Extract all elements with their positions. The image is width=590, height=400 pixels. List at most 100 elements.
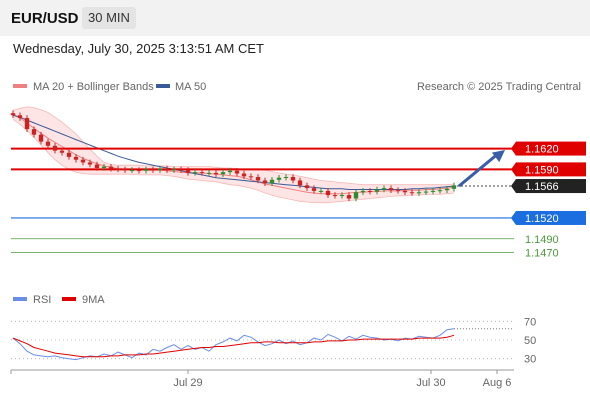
rsi-line — [12, 328, 455, 361]
candle-body — [73, 156, 79, 160]
candle-body — [360, 190, 366, 193]
candle-body — [136, 170, 142, 172]
candle-body — [451, 185, 457, 189]
candle-body — [304, 185, 310, 189]
candle-body — [332, 195, 338, 197]
candle-body — [416, 192, 422, 194]
timeframe-button[interactable]: 30 MIN — [82, 7, 136, 29]
candle-body — [10, 113, 16, 116]
rsi-ma-legend-swatch — [62, 297, 76, 301]
rsi-gridlines — [11, 320, 514, 360]
rsi-legend-swatch — [13, 297, 27, 301]
candle-body — [395, 190, 401, 192]
forecast-arrow — [458, 151, 500, 188]
level-label-pointer — [511, 162, 516, 177]
candle-body — [255, 177, 261, 181]
candle-body — [220, 172, 226, 175]
level-label-current: 1.1566 — [525, 181, 559, 193]
price-legend: MA 20 + Bollinger Bands MA 50 Research ©… — [13, 81, 581, 93]
candle-body — [409, 192, 415, 194]
candle-body — [423, 191, 429, 193]
candle-body — [213, 172, 219, 175]
rsi-tick-label: 70 — [524, 316, 536, 328]
time-axis-label: Jul 30 — [416, 377, 445, 389]
candle-body — [444, 188, 450, 191]
candle-body — [227, 170, 233, 173]
level-label-resistance: 1.1620 — [525, 144, 559, 156]
time-axis-ticks: Jul 29 Jul 30 Aug 6 — [10, 370, 512, 389]
ma50-legend-label: MA 50 — [175, 81, 206, 93]
candle-body — [52, 145, 58, 151]
level-label-pointer — [511, 141, 516, 156]
candle-body — [101, 166, 107, 168]
candle-body — [178, 169, 184, 171]
candlesticks — [10, 110, 457, 202]
candle-body — [108, 166, 114, 169]
chart-datetime: Wednesday, July 30, 2025 3:13:51 AM CET — [13, 41, 264, 56]
bollinger-lower-line — [12, 119, 455, 204]
candle-body — [122, 169, 128, 171]
time-axis: Jul 29 Jul 30 Aug 6 — [10, 369, 514, 389]
candle-body — [17, 115, 23, 119]
candle-body — [241, 173, 247, 177]
candle-body — [290, 177, 296, 181]
level-label-support_weak: 1.1490 — [525, 234, 559, 246]
level-lines — [11, 147, 514, 254]
candle-body — [143, 169, 149, 171]
candle-body — [262, 180, 268, 184]
candle-body — [367, 190, 373, 192]
rsi-y-axis: 70 50 30 — [524, 316, 536, 365]
level-label-box — [516, 179, 586, 194]
candle-body — [87, 162, 93, 165]
candle-body — [318, 190, 324, 192]
candle-body — [381, 188, 387, 190]
time-axis-label: Jul 29 — [173, 377, 202, 389]
bollinger-legend-label: MA 20 + Bollinger Bands — [33, 81, 154, 93]
level-label-support_weak: 1.1470 — [525, 248, 559, 260]
level-label-pointer — [511, 179, 516, 194]
candle-body — [269, 179, 275, 184]
candle-body — [31, 129, 37, 135]
candle-body — [80, 159, 86, 163]
candle-body — [388, 188, 394, 191]
candle-body — [199, 172, 205, 174]
ma50-line — [12, 114, 455, 190]
forecast-arrowhead — [491, 149, 505, 163]
rsi-ma-legend-label: 9MA — [82, 294, 105, 306]
rsi-tick-label: 50 — [524, 335, 536, 347]
candle-body — [150, 169, 156, 171]
candle-body — [297, 180, 303, 186]
level-label-support_strong: 1.1520 — [525, 213, 559, 225]
candle-body — [430, 190, 436, 192]
price-panel: MA 20 + Bollinger Bands MA 50 Research ©… — [10, 81, 586, 260]
candle-body — [45, 141, 51, 146]
chart-header: EUR/USD 30 MIN — [0, 0, 590, 36]
candle-body — [206, 172, 212, 174]
candle-body — [157, 168, 163, 171]
level-label-resistance: 1.1590 — [525, 164, 559, 176]
candle-body — [115, 168, 121, 170]
level-label-box — [516, 210, 586, 225]
bollinger-band-area — [13, 106, 454, 203]
candle-body — [192, 172, 198, 174]
time-axis-label: Aug 6 — [483, 377, 512, 389]
rsi-tick-label: 30 — [524, 354, 536, 366]
candle-body — [38, 134, 44, 142]
candle-body — [437, 190, 443, 192]
level-label-box — [516, 162, 586, 177]
level-label-box — [516, 141, 586, 156]
candle-body — [353, 192, 359, 199]
candle-body — [24, 118, 30, 130]
candle-body — [94, 164, 100, 168]
candle-body — [283, 177, 289, 179]
level-label-pointer — [511, 210, 516, 225]
ma20-line — [12, 113, 455, 195]
candle-body — [234, 170, 240, 174]
candle-body — [402, 190, 408, 193]
bollinger-upper-line — [12, 106, 455, 186]
candle-body — [311, 188, 317, 191]
candle-body — [59, 150, 65, 153]
rsi-panel: RSI 9MA 70 50 30 — [11, 294, 536, 366]
rsi-legend-label: RSI — [33, 294, 51, 306]
